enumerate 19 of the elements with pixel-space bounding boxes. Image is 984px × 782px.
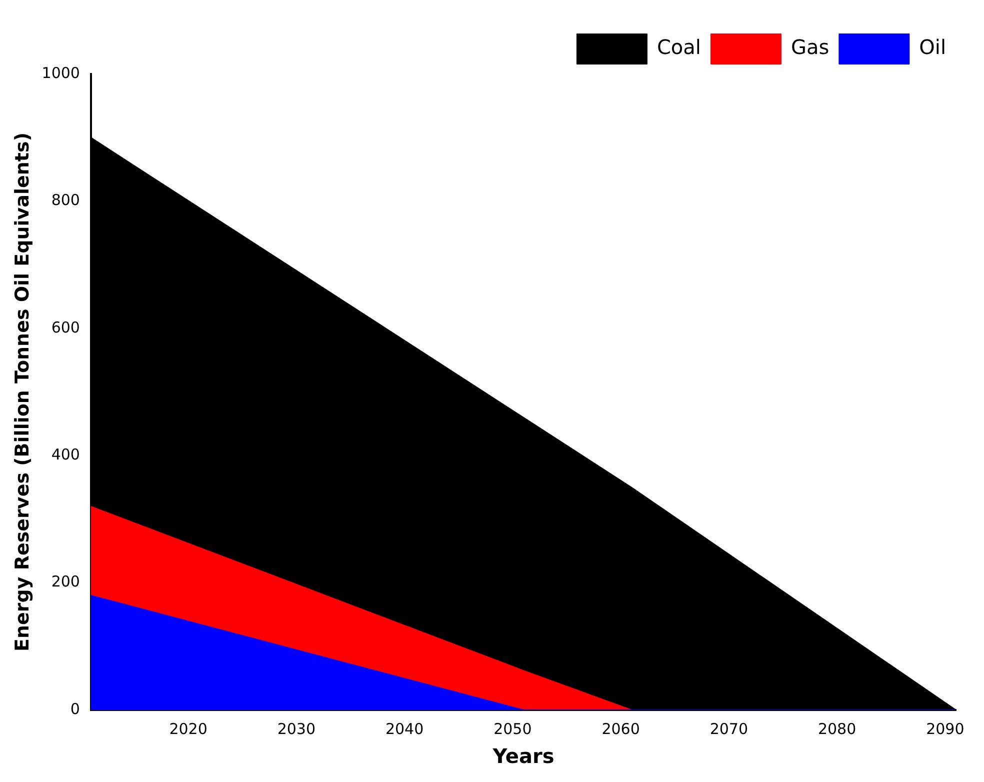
x-tick-label: 2090 bbox=[926, 720, 964, 738]
legend-label: Oil bbox=[919, 35, 946, 60]
y-tick-label: 1000 bbox=[42, 64, 80, 82]
x-tick-label: 2080 bbox=[818, 720, 856, 738]
legend-label: Coal bbox=[656, 35, 701, 60]
x-tick-label: 2020 bbox=[169, 720, 208, 738]
y-tick-label: 0 bbox=[70, 700, 80, 718]
x-axis-title: Years bbox=[492, 744, 554, 768]
y-tick-label: 800 bbox=[51, 191, 80, 210]
y-tick-label: 600 bbox=[51, 318, 80, 336]
x-tick-label: 2060 bbox=[602, 720, 640, 738]
x-tick-label: 2040 bbox=[385, 720, 424, 738]
y-tick-label: 400 bbox=[51, 445, 80, 464]
y-tick-label: 200 bbox=[51, 572, 80, 591]
legend-label: Gas bbox=[790, 35, 830, 60]
x-tick-label: 2050 bbox=[494, 720, 532, 738]
x-tick-label: 2030 bbox=[277, 720, 316, 738]
x-tick-label: 2070 bbox=[710, 720, 748, 738]
y-axis-title: Energy Reserves (Billion Tonnes Oil Equivalents) bbox=[11, 132, 34, 652]
